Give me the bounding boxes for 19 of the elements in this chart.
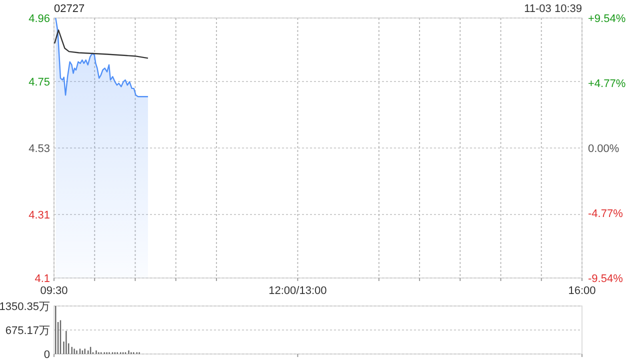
- y-tick-label: 4.1: [34, 273, 50, 285]
- x-tick-label: 09:30: [40, 285, 68, 297]
- y-tick-label: 0: [44, 349, 50, 360]
- y-tick-label: 1350.35万: [0, 301, 50, 313]
- chart-title: 02727: [54, 3, 85, 15]
- y2-tick-label: +9.54%: [588, 13, 626, 25]
- text: 11-03 10:39: [524, 3, 582, 15]
- y2-tick-label: -4.77%: [588, 208, 624, 220]
- y-tick-label: 4.53: [28, 143, 50, 155]
- line-series: [54, 29, 149, 59]
- y-tick-label: 4.75: [28, 76, 50, 88]
- x-tick-label: 16:00: [568, 285, 596, 297]
- y2-tick-label: +4.77%: [588, 78, 626, 90]
- x-tick-label: 12:00/13:00: [268, 285, 327, 297]
- y2-tick-label: 0.00%: [588, 143, 620, 155]
- y-tick-label: 4.31: [28, 210, 50, 222]
- y-tick-label: 675.17万: [5, 325, 50, 337]
- y2-tick-label: -9.54%: [588, 273, 624, 285]
- y-tick-label: 4.96: [28, 13, 50, 25]
